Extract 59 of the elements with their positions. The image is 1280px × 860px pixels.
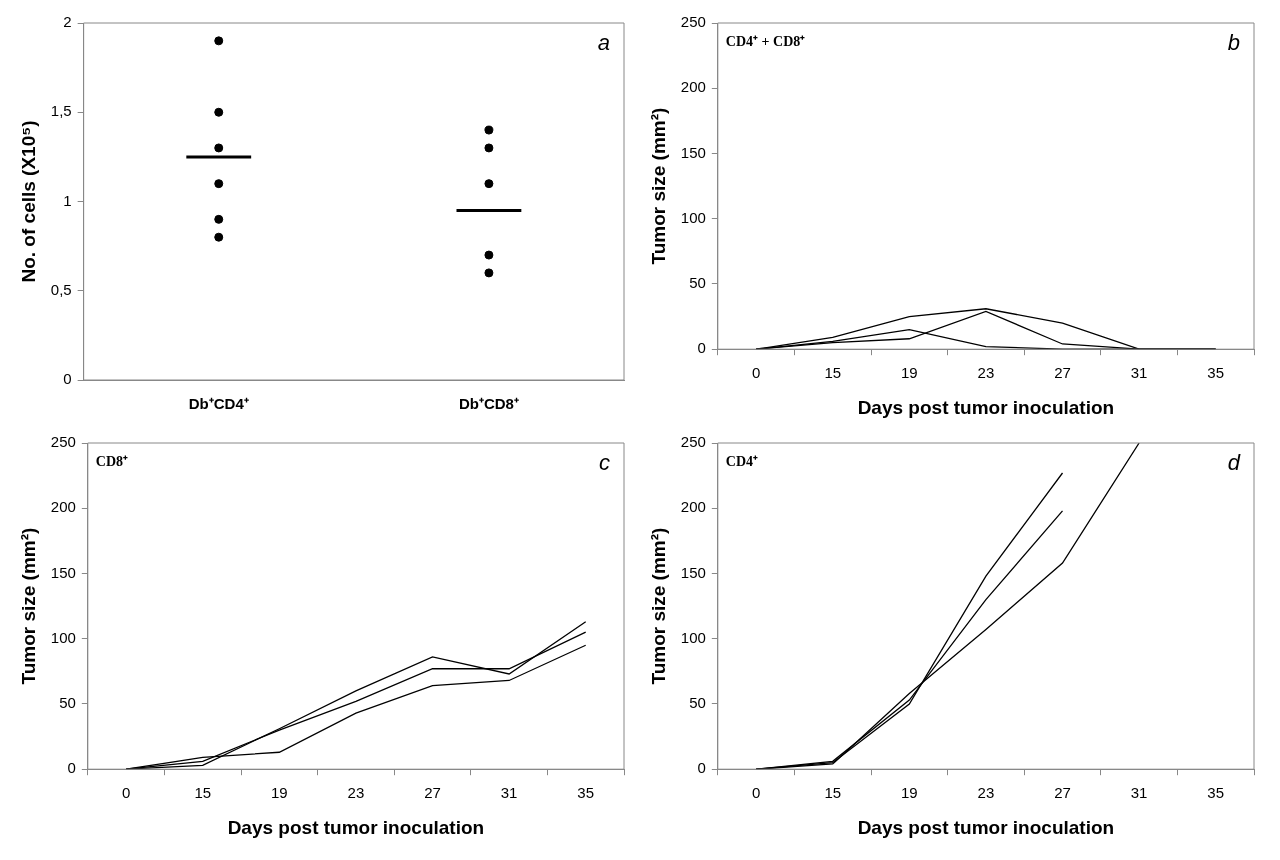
y-tick-label: 0 bbox=[697, 339, 706, 357]
y-axis-title: No. of cells (X10⁵) bbox=[17, 120, 39, 283]
x-axis-title: Days post tumor inoculation bbox=[857, 396, 1115, 418]
annotation: CD8⁺ bbox=[95, 453, 129, 469]
y-tick-label: 250 bbox=[680, 13, 706, 31]
y-tick-label: 100 bbox=[50, 628, 76, 646]
y-tick-label: 200 bbox=[680, 498, 706, 516]
y-tick-label: 50 bbox=[59, 694, 76, 712]
annotation: CD4⁺ + CD8⁺ bbox=[725, 33, 806, 49]
x-tick-label: 31 bbox=[1130, 364, 1148, 382]
y-tick-label: 0 bbox=[67, 759, 76, 777]
x-tick-label: 19 bbox=[270, 784, 288, 802]
x-axis-title: Days post tumor inoculation bbox=[227, 816, 485, 838]
x-tick-label: 19 bbox=[900, 364, 918, 382]
annotation: d bbox=[1227, 450, 1241, 476]
y-tick-label: 100 bbox=[680, 628, 706, 646]
x-tick-label: 27 bbox=[424, 784, 441, 802]
x-axis-title: Days post tumor inoculation bbox=[857, 816, 1115, 838]
annotation: CD4⁺ bbox=[725, 453, 759, 469]
y-tick-label: 0 bbox=[697, 759, 706, 777]
y-tick-label: 0,5 bbox=[50, 280, 72, 298]
y-tick-label: 100 bbox=[680, 208, 706, 226]
x-tick-label: 15 bbox=[824, 364, 842, 382]
x-tick-label: 31 bbox=[1130, 784, 1148, 802]
annotation: a bbox=[597, 30, 610, 56]
x-tick-label: 15 bbox=[824, 784, 842, 802]
x-tick-label: Db⁺CD4⁺ bbox=[188, 395, 249, 413]
x-tick-label: 35 bbox=[1207, 364, 1225, 382]
annotation: c bbox=[599, 450, 610, 476]
y-tick-label: 2 bbox=[63, 13, 72, 31]
x-tick-label: 35 bbox=[1207, 784, 1225, 802]
x-tick-label: 23 bbox=[977, 784, 995, 802]
x-tick-label: 0 bbox=[751, 784, 761, 802]
y-tick-label: 150 bbox=[50, 563, 76, 581]
x-tick-label: 27 bbox=[1054, 784, 1071, 802]
y-tick-label: 250 bbox=[50, 433, 76, 451]
x-tick-label: 27 bbox=[1054, 364, 1071, 382]
x-tick-label: 35 bbox=[577, 784, 595, 802]
y-tick-label: 50 bbox=[689, 694, 706, 712]
y-tick-label: 150 bbox=[680, 563, 706, 581]
y-axis-title: Tumor size (mm²) bbox=[647, 107, 669, 265]
y-tick-label: 50 bbox=[689, 274, 706, 292]
x-tick-label: 15 bbox=[194, 784, 212, 802]
y-tick-label: 200 bbox=[50, 498, 76, 516]
y-tick-label: 1,5 bbox=[50, 102, 72, 120]
x-tick-label: Db⁺CD8⁺ bbox=[458, 395, 519, 413]
x-tick-label: 31 bbox=[500, 784, 518, 802]
y-axis-title: Tumor size (mm²) bbox=[647, 527, 669, 685]
y-tick-label: 150 bbox=[680, 143, 706, 161]
x-tick-label: 0 bbox=[121, 784, 131, 802]
x-tick-label: 19 bbox=[900, 784, 918, 802]
x-tick-label: 23 bbox=[977, 364, 995, 382]
x-tick-label: 0 bbox=[751, 364, 761, 382]
x-tick-label: 23 bbox=[347, 784, 365, 802]
annotation: b bbox=[1227, 30, 1240, 56]
y-tick-label: 200 bbox=[680, 78, 706, 96]
y-tick-label: 1 bbox=[63, 191, 72, 209]
y-axis-title: Tumor size (mm²) bbox=[17, 527, 39, 685]
y-tick-label: 250 bbox=[680, 433, 706, 451]
